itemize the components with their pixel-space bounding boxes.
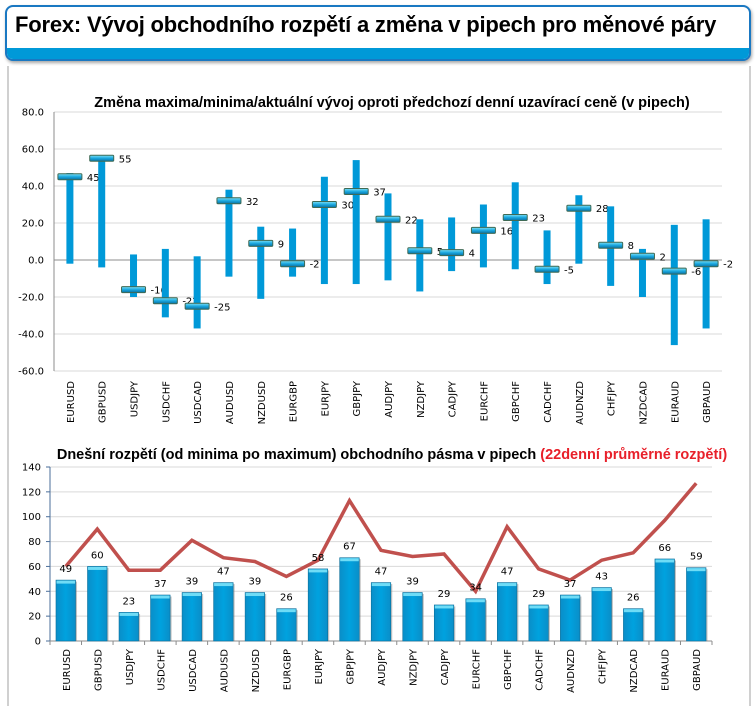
page-title: Forex: Vývoj obchodního rozpětí a změna … [15, 12, 717, 37]
header-strip [7, 48, 749, 59]
charts-panel [7, 66, 751, 706]
header-banner: Forex: Vývoj obchodního rozpětí a změna … [5, 5, 751, 61]
